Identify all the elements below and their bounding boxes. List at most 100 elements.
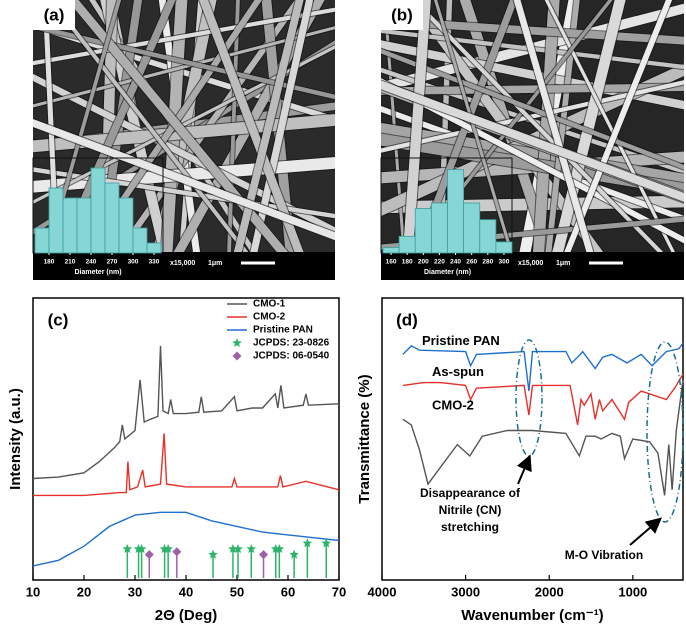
- x-tick-label: 160: [386, 259, 397, 266]
- series-line: [33, 433, 340, 497]
- x-tick-label: 330: [149, 259, 160, 266]
- panel-label: (a): [44, 5, 65, 24]
- panel-label: (b): [391, 5, 413, 24]
- bar: [495, 241, 513, 254]
- marker: [228, 544, 238, 553]
- bar: [479, 219, 497, 254]
- series-label: CMO-2: [432, 398, 474, 413]
- marker: [302, 538, 313, 548]
- x-axis-label: Wavenumber (cm⁻¹): [461, 607, 603, 624]
- bar: [76, 197, 92, 254]
- legend-label: JCPDS: 06-0540: [253, 351, 330, 362]
- annotation: stretching: [441, 520, 499, 534]
- y-axis-label: Transmittance (%): [356, 374, 373, 503]
- magnification: x15,000: [170, 260, 195, 267]
- fibre: [229, 0, 304, 273]
- bar: [398, 235, 416, 254]
- plots: 180 210 240 270 300 330 Diameter (nm) x15,000 1μ…: [7, 0, 684, 624]
- fibre: [33, 24, 335, 100]
- scale-bar-label: 1μm: [208, 260, 222, 267]
- bar: [447, 169, 465, 254]
- fibre: [401, 0, 431, 273]
- x-axis-label: Diameter (nm): [424, 269, 471, 276]
- bar: [90, 167, 106, 254]
- bar: [463, 202, 481, 254]
- series-label: Pristine PAN: [422, 333, 500, 348]
- x-tick-label: 180: [402, 259, 413, 266]
- x-tick-label: 210: [65, 259, 76, 266]
- legend-label: CMO-1: [253, 299, 286, 310]
- x-tick-label: 300: [128, 259, 139, 266]
- bar: [34, 227, 50, 254]
- bar: [48, 187, 64, 254]
- fibre: [381, 80, 684, 202]
- marker: [122, 544, 133, 553]
- marker: [172, 547, 182, 557]
- legend-label: JCPDS: 23-0826: [253, 338, 330, 349]
- x-axis-label: Diameter (nm): [74, 269, 121, 276]
- x-tick-label: 50: [230, 584, 244, 599]
- legend-label: Pristine PAN: [253, 325, 313, 336]
- x-tick-label: 10: [26, 584, 40, 599]
- x-tick-label: 240: [450, 259, 461, 266]
- annotation: M-O Vibration: [565, 548, 643, 562]
- x-tick-label: 240: [86, 259, 97, 266]
- highlight-ellipse: [646, 341, 684, 523]
- marker: [163, 544, 173, 553]
- bar: [146, 242, 162, 254]
- series-line: [402, 373, 684, 426]
- legend-marker: [232, 351, 242, 361]
- bar: [62, 197, 78, 254]
- bar: [430, 202, 448, 254]
- annotation: Disappearance of: [420, 486, 521, 500]
- x-tick-label: 300: [499, 259, 510, 266]
- x-tick-label: 180: [44, 259, 55, 266]
- marker: [246, 544, 256, 553]
- panel-label-box: [381, 0, 423, 30]
- panel-label-box: [37, 306, 79, 334]
- plot-frame: [381, 297, 684, 581]
- x-tick-label: 260: [466, 259, 477, 266]
- marker: [274, 544, 285, 553]
- x-tick-label: 3000: [451, 584, 480, 599]
- series-line: [402, 379, 684, 496]
- panel-label-box: [33, 0, 75, 30]
- fibre: [547, 0, 626, 274]
- highlight-ellipse: [515, 339, 543, 457]
- scale-bar-label: 1μm: [556, 260, 570, 267]
- x-axis-label: 2Θ (Deg): [155, 607, 218, 624]
- y-axis-label: Intensity (a.u.): [7, 388, 24, 490]
- fibre: [33, 119, 335, 241]
- arrow: [516, 454, 532, 485]
- legend-label: CMO-2: [253, 312, 286, 323]
- info-bar: [33, 252, 335, 280]
- panel-label-box: [386, 306, 428, 334]
- marker: [208, 549, 218, 559]
- panel-label: (d): [396, 310, 418, 329]
- bar: [414, 208, 432, 254]
- x-tick-label: 70: [332, 584, 346, 599]
- fibre: [433, 0, 519, 273]
- x-tick-label: 40: [179, 584, 193, 599]
- bar: [132, 227, 148, 254]
- x-tick-label: 2000: [535, 584, 564, 599]
- series-line: [32, 345, 340, 480]
- sem-image: [381, 0, 684, 280]
- x-tick-label: 20: [77, 584, 91, 599]
- x-tick-label: 220: [434, 259, 445, 266]
- magnification: x15,000: [518, 260, 543, 267]
- bar: [382, 247, 400, 254]
- bar: [104, 182, 120, 254]
- x-tick-label: 60: [281, 584, 295, 599]
- x-tick-label: 200: [418, 259, 429, 266]
- x-tick-label: 1000: [618, 584, 647, 599]
- x-tick-label: 270: [107, 259, 118, 266]
- marker: [289, 549, 299, 559]
- legend-marker: [232, 338, 242, 347]
- fibre: [67, 0, 303, 275]
- x-tick-label: 4000: [368, 584, 397, 599]
- marker: [233, 544, 243, 553]
- marker: [321, 538, 331, 548]
- series-label: As-spun: [432, 364, 484, 379]
